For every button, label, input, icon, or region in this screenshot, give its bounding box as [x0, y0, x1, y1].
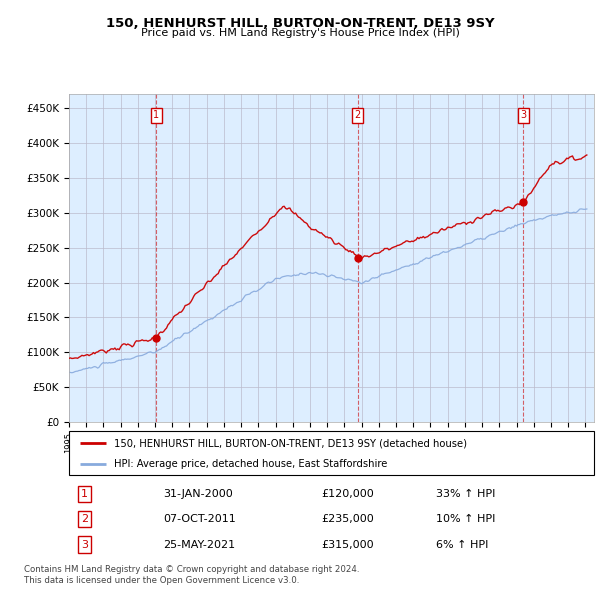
Text: 150, HENHURST HILL, BURTON-ON-TRENT, DE13 9SY (detached house): 150, HENHURST HILL, BURTON-ON-TRENT, DE1… [113, 438, 467, 448]
Text: 2: 2 [81, 514, 88, 524]
Text: 1: 1 [81, 489, 88, 499]
FancyBboxPatch shape [69, 431, 594, 475]
Text: Price paid vs. HM Land Registry's House Price Index (HPI): Price paid vs. HM Land Registry's House … [140, 28, 460, 38]
Text: Contains HM Land Registry data © Crown copyright and database right 2024.
This d: Contains HM Land Registry data © Crown c… [24, 565, 359, 585]
Text: 6% ↑ HPI: 6% ↑ HPI [437, 539, 489, 549]
Text: 33% ↑ HPI: 33% ↑ HPI [437, 489, 496, 499]
Text: 3: 3 [520, 110, 526, 120]
Text: 150, HENHURST HILL, BURTON-ON-TRENT, DE13 9SY: 150, HENHURST HILL, BURTON-ON-TRENT, DE1… [106, 17, 494, 30]
Text: 07-OCT-2011: 07-OCT-2011 [163, 514, 236, 524]
Text: 25-MAY-2021: 25-MAY-2021 [163, 539, 236, 549]
Text: 10% ↑ HPI: 10% ↑ HPI [437, 514, 496, 524]
Text: 31-JAN-2000: 31-JAN-2000 [163, 489, 233, 499]
Text: £315,000: £315,000 [321, 539, 374, 549]
Text: HPI: Average price, detached house, East Staffordshire: HPI: Average price, detached house, East… [113, 459, 387, 469]
Text: £235,000: £235,000 [321, 514, 374, 524]
Text: 2: 2 [355, 110, 361, 120]
Text: £120,000: £120,000 [321, 489, 374, 499]
Text: 1: 1 [154, 110, 160, 120]
Text: 3: 3 [81, 539, 88, 549]
